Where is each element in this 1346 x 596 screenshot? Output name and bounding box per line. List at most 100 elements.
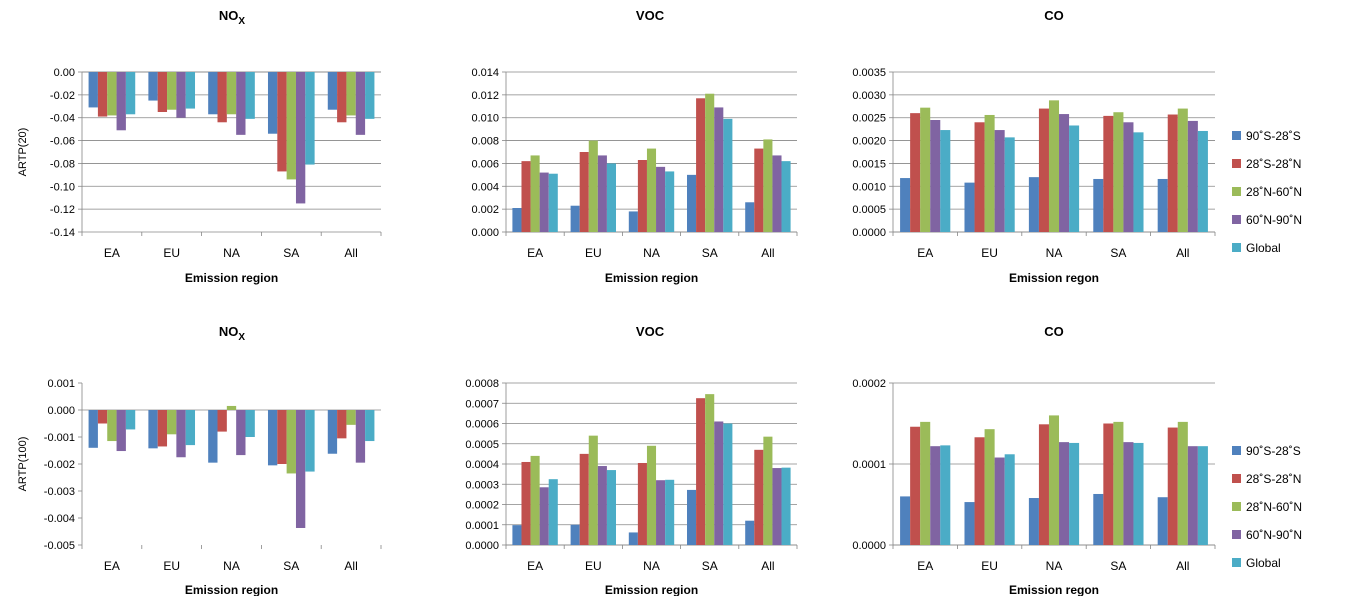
chart-title-subscript: X xyxy=(238,332,245,343)
bar-60n-90n-na xyxy=(236,410,246,456)
bar-90s-28s-sa xyxy=(687,489,697,545)
bar-90s-28s-eu xyxy=(148,72,158,101)
bar-28s-28n-na xyxy=(217,410,227,432)
bar-28s-28n-sa xyxy=(277,410,287,464)
x-tick-label: EU xyxy=(981,559,998,573)
y-tick-label: 0.008 xyxy=(471,136,499,148)
y-tick-label: 0.0001 xyxy=(465,520,499,532)
bar-28n-60n-ea xyxy=(107,72,117,116)
bar-90s-28s-all xyxy=(745,520,755,545)
bar-global-sa xyxy=(1133,132,1144,232)
chart-title: VOC xyxy=(636,8,665,23)
y-tick-label: 0.0006 xyxy=(465,419,499,431)
bar-90s-28s-ea xyxy=(88,410,98,448)
x-tick-label: EA xyxy=(527,246,543,260)
bar-28n-60n-na xyxy=(646,148,657,232)
bar-global-ea xyxy=(125,410,136,430)
y-tick-label: 0.006 xyxy=(471,158,499,170)
bar-90s-28s-all xyxy=(745,202,755,232)
bar-28s-28n-na xyxy=(637,462,647,545)
x-tick-label: EA xyxy=(917,246,933,260)
y-tick-label: 0.0025 xyxy=(852,113,886,125)
x-tick-label: All xyxy=(1176,246,1189,260)
bar-60n-90n-na xyxy=(656,480,666,545)
bar-90s-28s-all xyxy=(327,72,338,110)
x-tick-label: SA xyxy=(283,246,299,260)
y-tick-label: 0.002 xyxy=(471,204,499,216)
x-tick-label: EU xyxy=(585,246,602,260)
bar-28s-28n-eu xyxy=(157,410,168,447)
chart-title-text: VOC xyxy=(636,8,665,23)
bar-28n-60n-all xyxy=(763,139,773,232)
y-tick-label: -0.02 xyxy=(50,90,75,102)
legend-swatch-60n-90n xyxy=(1232,530,1241,539)
bar-28s-28n-ea xyxy=(910,426,921,545)
bar-60n-90n-eu xyxy=(176,410,186,458)
legend-label: 60˚N-90˚N xyxy=(1246,213,1302,227)
bar-90s-28s-sa xyxy=(267,72,278,134)
bar-28s-28n-eu xyxy=(157,72,168,112)
y-tick-label: 0.014 xyxy=(471,67,499,79)
bar-28n-60n-all xyxy=(763,436,773,545)
bar-28n-60n-eu xyxy=(588,435,598,545)
bar-global-sa xyxy=(723,423,733,545)
bar-28s-28n-all xyxy=(754,449,764,545)
y-tick-label: -0.003 xyxy=(44,486,75,498)
y-tick-label: -0.002 xyxy=(44,459,75,471)
bar-90s-28s-na xyxy=(1028,177,1039,232)
x-tick-label: EU xyxy=(163,559,180,573)
bar-90s-28s-eu xyxy=(570,524,580,545)
chart-title-text: NO xyxy=(219,324,239,339)
bar-60n-90n-sa xyxy=(714,421,724,545)
y-tick-label: 0.012 xyxy=(471,90,499,102)
bar-28n-60n-sa xyxy=(1113,112,1124,232)
y-tick-label: 0.0004 xyxy=(465,459,499,471)
bar-60n-90n-ea xyxy=(930,120,941,232)
bar-global-ea xyxy=(548,173,558,232)
bar-90s-28s-ea xyxy=(900,496,911,545)
bar-60n-90n-na xyxy=(1059,114,1070,232)
bar-global-eu xyxy=(185,72,196,109)
bar-60n-90n-all xyxy=(355,72,366,135)
bar-60n-90n-eu xyxy=(597,155,607,232)
y-tick-label: -0.04 xyxy=(50,113,75,125)
bar-28n-60n-eu xyxy=(984,114,995,232)
bar-90s-28s-all xyxy=(327,410,338,454)
y-tick-label: -0.08 xyxy=(50,158,75,170)
bar-28s-28n-ea xyxy=(521,161,531,232)
x-axis-label: Emission region xyxy=(185,271,278,285)
bar-28s-28n-sa xyxy=(1103,115,1114,232)
x-tick-label: NA xyxy=(643,246,660,260)
bar-90s-28s-na xyxy=(1028,498,1039,545)
bar-28s-28n-sa xyxy=(696,398,706,545)
y-tick-label: 0.00 xyxy=(54,67,75,79)
y-tick-label: 0.0005 xyxy=(465,439,499,451)
x-tick-label: NA xyxy=(1046,559,1063,573)
bar-global-eu xyxy=(1004,137,1015,232)
bar-28s-28n-sa xyxy=(696,98,706,233)
legend-swatch-28n-60n xyxy=(1232,502,1241,511)
legend-swatch-28s-28n xyxy=(1232,159,1241,168)
bar-28n-60n-all xyxy=(346,410,356,425)
bar-60n-90n-all xyxy=(355,410,366,463)
y-tick-label: 0.0030 xyxy=(852,90,886,102)
legend-label: 28˚N-60˚N xyxy=(1246,185,1302,199)
x-tick-label: EA xyxy=(104,246,120,260)
y-tick-label: 0.0007 xyxy=(465,398,499,410)
chart-title-text: NO xyxy=(219,8,239,23)
bar-28n-60n-ea xyxy=(107,410,117,442)
bar-28n-60n-ea xyxy=(530,155,540,232)
legend-label: 28˚S-28˚N xyxy=(1246,157,1301,171)
y-tick-label: -0.005 xyxy=(44,540,75,552)
bar-60n-90n-all xyxy=(772,155,782,232)
bar-60n-90n-all xyxy=(1187,120,1198,232)
bar-28s-28n-na xyxy=(1038,424,1049,545)
x-tick-label: NA xyxy=(1046,246,1063,260)
x-tick-label: SA xyxy=(283,559,299,573)
y-tick-label: 0.0001 xyxy=(852,459,886,471)
bar-28s-28n-na xyxy=(1038,108,1049,232)
chart-title-text: VOC xyxy=(636,324,665,339)
bar-global-eu xyxy=(1004,454,1015,545)
chart-title: VOC xyxy=(636,324,665,339)
bar-60n-90n-sa xyxy=(295,72,306,204)
